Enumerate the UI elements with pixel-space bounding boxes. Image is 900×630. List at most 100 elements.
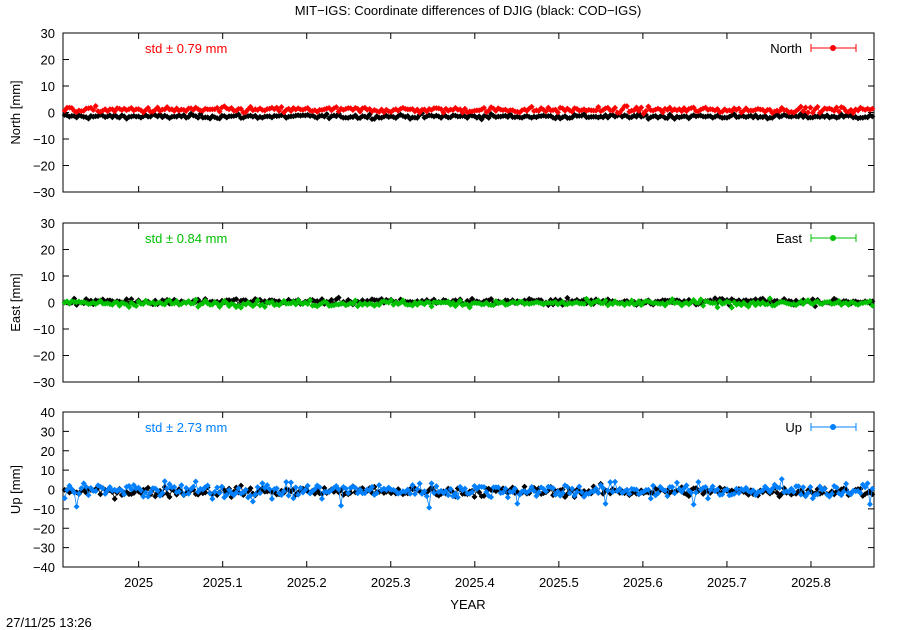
data-point — [500, 489, 507, 496]
data-point — [869, 485, 876, 492]
data-point — [650, 482, 657, 489]
data-point — [335, 294, 342, 301]
y-tick-label: 0 — [48, 106, 55, 121]
data-point — [862, 484, 869, 491]
data-point — [723, 486, 730, 493]
data-point — [323, 111, 330, 118]
data-point — [581, 300, 588, 307]
data-point — [864, 480, 871, 487]
data-point — [278, 492, 285, 499]
data-point — [302, 486, 309, 493]
data-point — [252, 295, 259, 302]
y-tick-label: −10 — [33, 502, 55, 517]
data-point — [452, 490, 459, 497]
data-point — [242, 486, 249, 493]
data-point — [869, 105, 876, 112]
data-point — [635, 298, 642, 305]
data-point — [592, 107, 599, 114]
y-tick-label: −20 — [33, 521, 55, 536]
data-point — [211, 488, 218, 495]
data-point — [528, 103, 535, 110]
data-point — [423, 493, 430, 500]
data-point — [712, 295, 719, 302]
data-point — [480, 104, 487, 111]
data-point — [128, 486, 135, 493]
data-point — [828, 490, 835, 497]
data-point — [480, 492, 487, 499]
data-point — [569, 485, 576, 492]
data-point — [259, 480, 266, 487]
y-tick-label: 0 — [48, 483, 55, 498]
data-point — [566, 490, 573, 497]
data-point — [833, 104, 840, 111]
legend-label: North — [770, 41, 802, 56]
legend-marker — [830, 235, 836, 241]
data-point — [728, 304, 735, 311]
data-point — [647, 495, 654, 502]
y-tick-label: 30 — [41, 216, 55, 231]
data-point — [204, 482, 211, 489]
data-point — [92, 488, 99, 495]
data-point — [616, 485, 623, 492]
data-point — [814, 491, 821, 498]
y-tick-label: 10 — [41, 269, 55, 284]
data-point — [414, 486, 421, 493]
data-point — [154, 487, 161, 494]
data-point — [261, 303, 268, 310]
x-tick-label: 2025.3 — [371, 575, 411, 590]
data-point — [542, 108, 549, 115]
data-point — [866, 297, 873, 304]
data-point — [542, 488, 549, 495]
data-point — [159, 489, 166, 496]
data-point — [404, 486, 411, 493]
data-point — [190, 483, 197, 490]
data-point — [426, 299, 433, 306]
panel-east: 30 20 10 0 −10 −20 −30 East [mm] std ± 0.84 mm Ea… — [8, 216, 876, 390]
data-point — [526, 487, 533, 494]
y-tick-label: 30 — [41, 424, 55, 439]
data-point — [714, 304, 721, 311]
data-point — [604, 487, 611, 494]
data-point — [843, 480, 850, 487]
data-point — [642, 107, 649, 114]
data-point — [869, 113, 876, 120]
data-point — [426, 504, 433, 511]
data-point — [488, 494, 495, 501]
data-point — [673, 479, 680, 486]
data-point — [214, 484, 221, 491]
data-point — [495, 484, 502, 491]
data-point — [669, 483, 676, 490]
y-tick-label: 20 — [41, 444, 55, 459]
data-point — [195, 114, 202, 121]
data-point — [609, 488, 616, 495]
data-point — [64, 486, 71, 493]
data-point — [318, 495, 325, 502]
series-cod-igs — [61, 110, 876, 123]
data-point — [83, 483, 90, 490]
panel-up: 40 30 20 10 0 −10 −20 −30 −40 2025 2025.1 2025.2 202… — [8, 405, 876, 590]
data-point — [504, 494, 511, 501]
data-point — [535, 489, 542, 496]
x-tick-label: 2025.6 — [623, 575, 663, 590]
data-point — [237, 304, 244, 311]
y-tick-label: −20 — [33, 349, 55, 364]
data-point — [821, 485, 828, 492]
data-point — [778, 476, 785, 483]
data-point — [71, 489, 78, 496]
data-point — [800, 108, 807, 115]
data-point — [399, 297, 406, 304]
data-point — [409, 482, 416, 489]
data-point — [683, 482, 690, 489]
data-point — [190, 300, 197, 307]
y-axis-label: East [mm] — [8, 273, 23, 332]
timestamp: 27/11/25 13:26 — [6, 615, 92, 630]
data-point — [531, 487, 538, 494]
data-point — [292, 484, 299, 491]
chart-panels: 30 20 10 0 −10 −20 −30 North [mm] std ± 0.79 mm N… — [8, 26, 876, 590]
y-tick-label: 20 — [41, 243, 55, 258]
data-point — [461, 485, 468, 492]
data-point — [564, 294, 571, 301]
data-point — [352, 297, 359, 304]
data-point — [268, 495, 275, 502]
